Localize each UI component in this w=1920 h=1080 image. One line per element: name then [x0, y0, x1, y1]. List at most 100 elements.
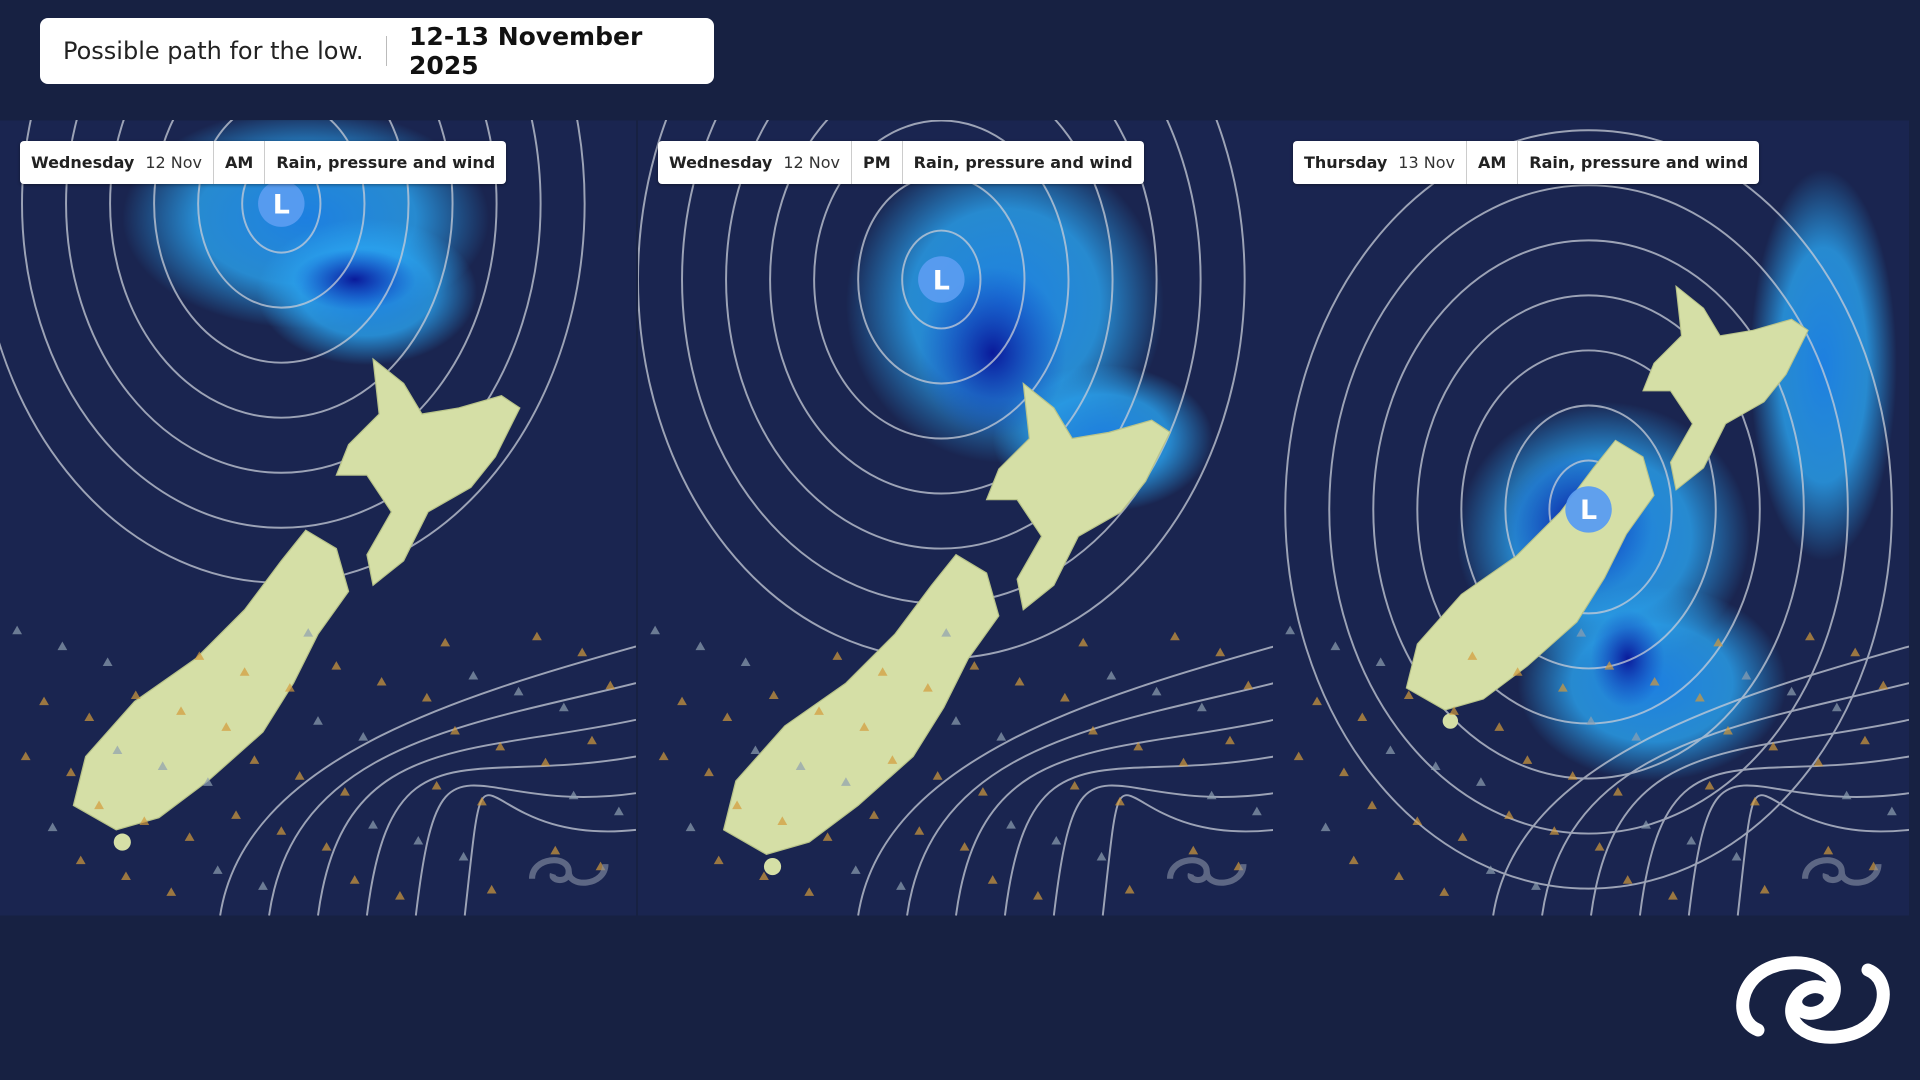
wind-arrow	[877, 667, 888, 676]
wind-arrow	[1412, 816, 1423, 825]
isobar	[65, 120, 498, 474]
caption: Possible path for the low.	[63, 37, 364, 65]
wind-arrow	[959, 842, 970, 851]
new-zealand	[72, 357, 521, 851]
wind-arrow	[532, 631, 542, 641]
wind-arrow	[1613, 787, 1623, 796]
new-zealand	[722, 382, 1171, 876]
period: AM	[1465, 141, 1517, 184]
wind-arrow	[284, 683, 295, 692]
wind-arrow	[777, 816, 788, 825]
isobar	[21, 120, 542, 529]
isobar	[1372, 239, 1805, 780]
wind-arrow	[1124, 884, 1135, 894]
wind-arrow	[1485, 865, 1496, 874]
wind-arrow	[212, 865, 223, 874]
isobar	[1541, 682, 1909, 916]
isobar	[1638, 755, 1909, 916]
wind-arrow	[987, 875, 998, 884]
isobar	[857, 645, 1274, 916]
wind-arrow	[1704, 780, 1715, 790]
wind-arrow	[932, 771, 943, 780]
wind-arrow	[184, 832, 195, 841]
wind-arrow	[194, 651, 205, 660]
period: PM	[851, 141, 902, 184]
isobar	[197, 120, 366, 309]
isobar	[725, 120, 1158, 550]
wind-arrow	[1251, 806, 1262, 816]
wind-arrow	[1522, 755, 1533, 764]
wind-arrow	[1014, 677, 1025, 686]
wind-arrow	[650, 625, 661, 635]
period: AM	[213, 141, 264, 184]
wind-arrow	[66, 767, 76, 777]
day: Wednesday	[31, 153, 135, 172]
map: L	[1273, 120, 1909, 916]
wind-arrow	[1330, 641, 1341, 651]
wind-arrow	[1394, 871, 1404, 881]
watermark	[1801, 857, 1882, 886]
wind-arrow	[231, 810, 241, 819]
panel-date: 13 Nov	[1398, 153, 1455, 172]
wind-arrow	[1813, 757, 1824, 767]
isobar	[1736, 794, 1909, 916]
wind-arrow	[795, 761, 806, 770]
wind-arrow	[1531, 881, 1541, 890]
wind-arrow	[130, 690, 141, 700]
wind-arrow	[1188, 845, 1199, 855]
wind-arrow	[1723, 725, 1733, 735]
logo	[1736, 956, 1890, 1044]
wind-arrow	[804, 887, 815, 896]
wind-arrow	[822, 832, 833, 841]
wind-arrow	[1457, 832, 1468, 841]
wind-arrow	[1320, 822, 1331, 832]
wind-arrow	[458, 851, 469, 861]
map-panel: L Thursday 13 Nov AM Rain, pressure and …	[1273, 120, 1909, 916]
wind-arrow	[1731, 851, 1742, 861]
wind-arrow	[331, 661, 342, 670]
wind-arrow	[239, 667, 250, 676]
wind-arrow	[1385, 745, 1396, 755]
wind-arrow	[1512, 667, 1523, 676]
wind-arrow	[896, 881, 906, 890]
wind-arrow	[358, 732, 369, 741]
wind-arrow	[203, 777, 213, 786]
wind-arrow	[1476, 777, 1486, 786]
isobar	[1284, 129, 1893, 890]
wind-arrow	[587, 735, 597, 745]
low-marker	[918, 256, 965, 303]
wind-arrow	[685, 822, 696, 832]
stewart-island	[113, 833, 131, 851]
wind-arrow	[713, 855, 724, 865]
wind-arrow	[1741, 670, 1752, 680]
wind-arrow	[1878, 680, 1889, 690]
wind-arrow	[740, 657, 751, 666]
north-island	[335, 357, 521, 587]
wind-arrow	[1641, 820, 1651, 829]
isobar	[109, 120, 454, 419]
wind-arrow	[1713, 637, 1724, 647]
wind-arrow	[1115, 796, 1125, 806]
wind-arrow	[613, 806, 624, 816]
south-island	[722, 553, 1000, 856]
isobar	[365, 755, 636, 916]
wind-arrow	[1886, 806, 1897, 816]
wind-arrow	[1178, 757, 1189, 767]
wind-arrow	[20, 751, 31, 761]
wind-arrow	[1494, 722, 1505, 731]
wind-arrow	[1059, 692, 1070, 702]
wind-arrow	[39, 696, 49, 706]
wind-arrow	[1686, 836, 1697, 845]
wind-arrow	[1106, 670, 1117, 680]
wind-arrow	[540, 757, 551, 767]
wind-arrow	[221, 722, 232, 731]
north-island	[1642, 284, 1809, 491]
wind-arrow	[495, 741, 506, 751]
wind-arrow	[605, 680, 616, 690]
wind-arrow	[440, 637, 451, 647]
wind-arrow	[1348, 855, 1359, 865]
wind-arrow	[1196, 702, 1207, 712]
wind-arrow	[922, 683, 933, 692]
isobar	[219, 645, 636, 916]
